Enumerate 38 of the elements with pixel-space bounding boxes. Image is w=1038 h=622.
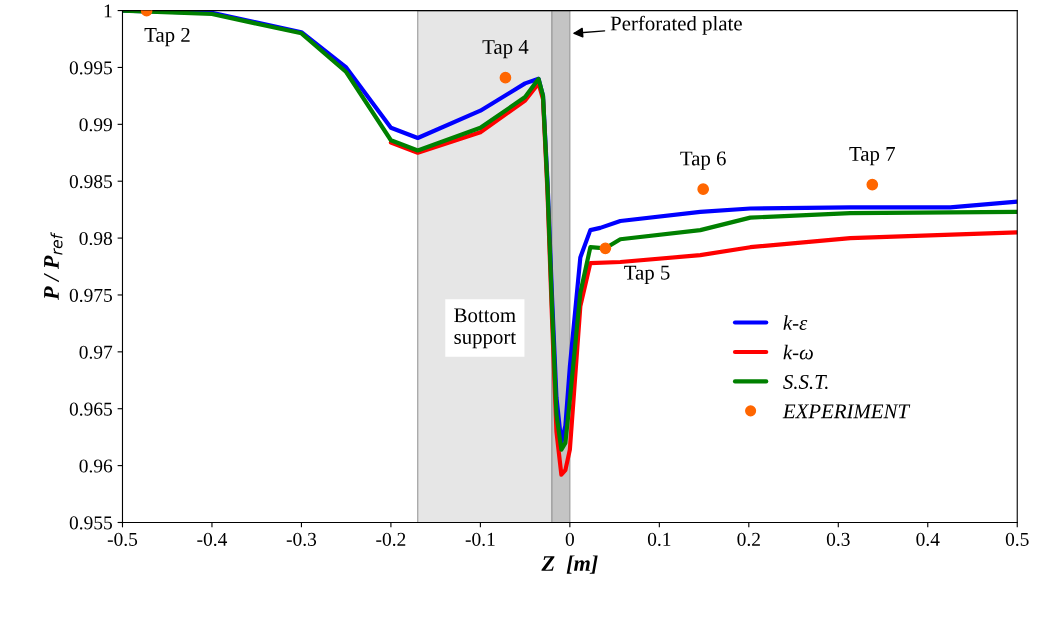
x-tick-label: 0 bbox=[565, 532, 574, 546]
x-tick-label: -0.5 bbox=[107, 532, 138, 546]
y-tick-label: 0.97 bbox=[79, 345, 113, 359]
annotation: Tap 5 bbox=[624, 265, 670, 284]
x-tick-label: 0.1 bbox=[647, 532, 671, 546]
annotation: Tap 7 bbox=[849, 147, 895, 166]
point bbox=[499, 71, 512, 84]
band-label: Bottom support bbox=[454, 308, 516, 349]
x-tick-label: 0.5 bbox=[1005, 532, 1029, 546]
x-tick-label: 0.3 bbox=[826, 532, 850, 546]
y-tick-label: 0.96 bbox=[79, 459, 113, 473]
point bbox=[697, 183, 710, 196]
annotation: Tap 6 bbox=[680, 151, 726, 170]
x-tick-label: -0.2 bbox=[376, 532, 406, 546]
y-tick-label: 0.965 bbox=[69, 402, 112, 416]
x-tick-label: -0.4 bbox=[197, 532, 228, 546]
y-axis-title: P / P$_{ref}$ bbox=[44, 231, 63, 300]
annotation: Tap 2 bbox=[144, 27, 190, 47]
annotation: Tap 4 bbox=[482, 40, 529, 59]
y-tick-label: 0.995 bbox=[69, 61, 112, 75]
x-tick-label: 0.2 bbox=[737, 532, 760, 546]
point bbox=[866, 178, 879, 191]
y-tick-label: 1 bbox=[104, 4, 112, 18]
y-tick-label: 0.975 bbox=[69, 288, 112, 302]
legend-label: k-ω bbox=[783, 344, 813, 360]
x-axis-title: Z [m] bbox=[541, 555, 598, 574]
point bbox=[599, 242, 612, 255]
y-tick-label: 0.99 bbox=[79, 118, 112, 132]
legend-label: k-ε bbox=[783, 315, 808, 331]
y-tick-label: 0.98 bbox=[79, 231, 113, 246]
legend-label: S.S.T. bbox=[783, 374, 828, 389]
x-tick-label: 0.4 bbox=[916, 532, 940, 546]
x-tick-label: -0.3 bbox=[286, 532, 317, 546]
y-tick-label: 0.985 bbox=[69, 175, 112, 189]
band-label: Perforated plate bbox=[610, 15, 742, 35]
x-tick-label: -0.1 bbox=[465, 532, 495, 546]
legend-label: EXPERIMENT bbox=[782, 404, 911, 419]
y-tick-label: 0.955 bbox=[69, 516, 112, 530]
